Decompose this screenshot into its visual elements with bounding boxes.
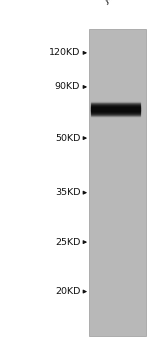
Text: Jurkat: Jurkat <box>102 0 130 5</box>
Text: 90KD: 90KD <box>55 83 80 91</box>
Bar <box>89 29 146 336</box>
Text: 25KD: 25KD <box>55 238 80 247</box>
Text: 120KD: 120KD <box>49 48 80 57</box>
Text: 50KD: 50KD <box>55 134 80 143</box>
Text: 35KD: 35KD <box>55 188 80 197</box>
Text: 20KD: 20KD <box>55 287 80 296</box>
